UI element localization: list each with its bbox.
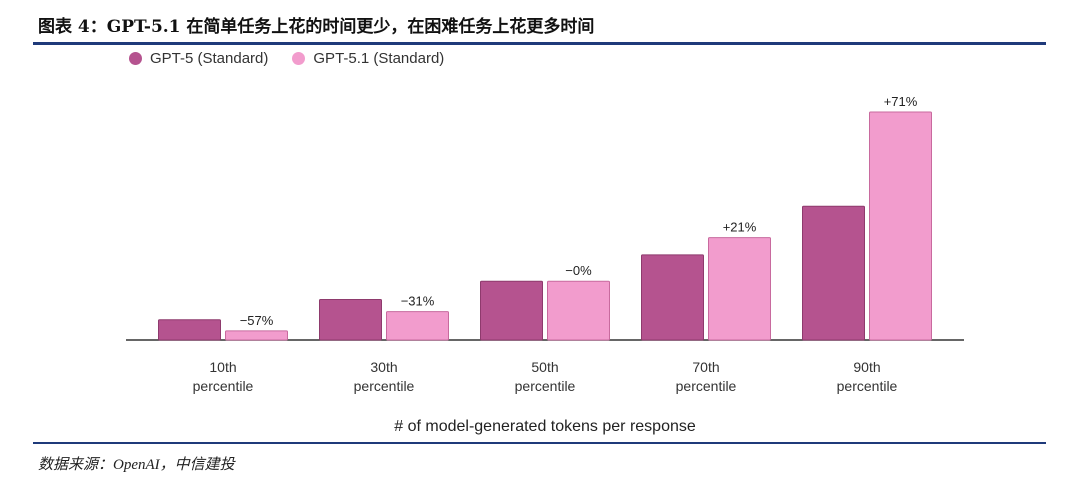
data-label-2: −0% [565, 263, 592, 278]
x-tick-label-2-1: percentile [515, 378, 576, 394]
x-tick-label-3-0: 70th [692, 359, 719, 375]
bar-gpt51-4 [869, 111, 932, 341]
bar-gpt5-2 [480, 280, 543, 341]
legend-item-gpt5: GPT-5 (Standard) [129, 50, 268, 67]
bar-gpt51-2 [547, 280, 610, 341]
bar-gpt51-0 [225, 330, 288, 341]
chart-legend: GPT-5 (Standard) GPT-5.1 (Standard) [129, 50, 444, 67]
bar-gpt5-0 [158, 319, 221, 341]
bar-gpt51-1 [386, 311, 449, 341]
bar-gpt5-4 [802, 205, 865, 341]
data-label-0: −57% [240, 313, 274, 328]
x-axis-label: # of model-generated tokens per response [394, 418, 696, 435]
x-tick-label-4-1: percentile [837, 378, 898, 394]
bar-gpt51-3 [708, 237, 771, 341]
legend-swatch-gpt51 [292, 52, 306, 65]
data-label-1: −31% [401, 294, 435, 309]
x-tick-label-0-0: 10th [209, 359, 236, 375]
x-tick-label-1-1: percentile [354, 378, 415, 394]
top-rule [33, 42, 1046, 45]
legend-label-gpt51: GPT-5.1 (Standard) [313, 50, 445, 67]
bar-gpt5-1 [319, 298, 382, 341]
data-label-3: +21% [723, 220, 757, 235]
legend-label-gpt5: GPT-5 (Standard) [150, 50, 269, 67]
x-tick-label-0-1: percentile [193, 378, 254, 394]
data-source: 数据来源：OpenAI，中信建投 [38, 457, 235, 473]
legend-item-gpt51: GPT-5.1 (Standard) [292, 50, 444, 67]
bar-chart: −57% 10th percentile −31% 30th percentile −0% 5… [126, 94, 964, 435]
x-tick-label-4-0: 90th [853, 359, 880, 375]
data-label-4: +71% [884, 94, 918, 109]
bar-gpt5-3 [641, 254, 704, 341]
x-tick-label-1-0: 30th [370, 359, 397, 375]
bottom-rule [33, 442, 1046, 444]
x-tick-label-3-1: percentile [676, 378, 737, 394]
legend-swatch-gpt5 [129, 52, 142, 65]
figure-title: 图表 4：GPT-5.1 在简单任务上花的时间更少，在困难任务上花更多时间 [38, 17, 595, 37]
x-tick-label-2-0: 50th [531, 359, 558, 375]
